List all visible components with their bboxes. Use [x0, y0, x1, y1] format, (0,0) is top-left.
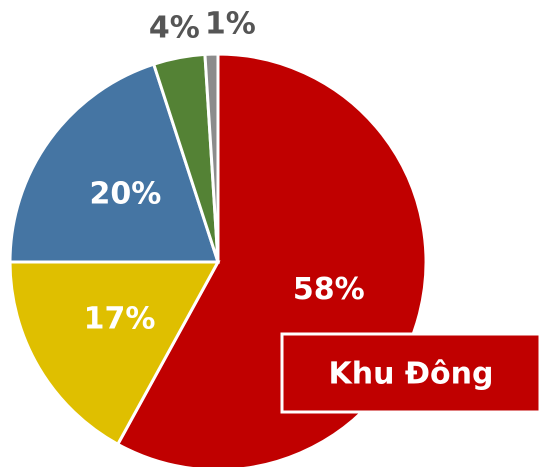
- pie-slice: [8, 62, 221, 264]
- slice-label: 20%: [90, 176, 162, 211]
- pie-slice: [8, 260, 221, 447]
- slice-label: 58%: [293, 272, 365, 307]
- annotation: Khu Đông: [329, 357, 494, 392]
- pie-slice: [203, 52, 220, 263]
- slice-label: 1%: [205, 7, 256, 42]
- slice-label: 17%: [84, 302, 156, 337]
- annotation-box: [280, 332, 542, 414]
- slice-label: 4%: [149, 11, 200, 46]
